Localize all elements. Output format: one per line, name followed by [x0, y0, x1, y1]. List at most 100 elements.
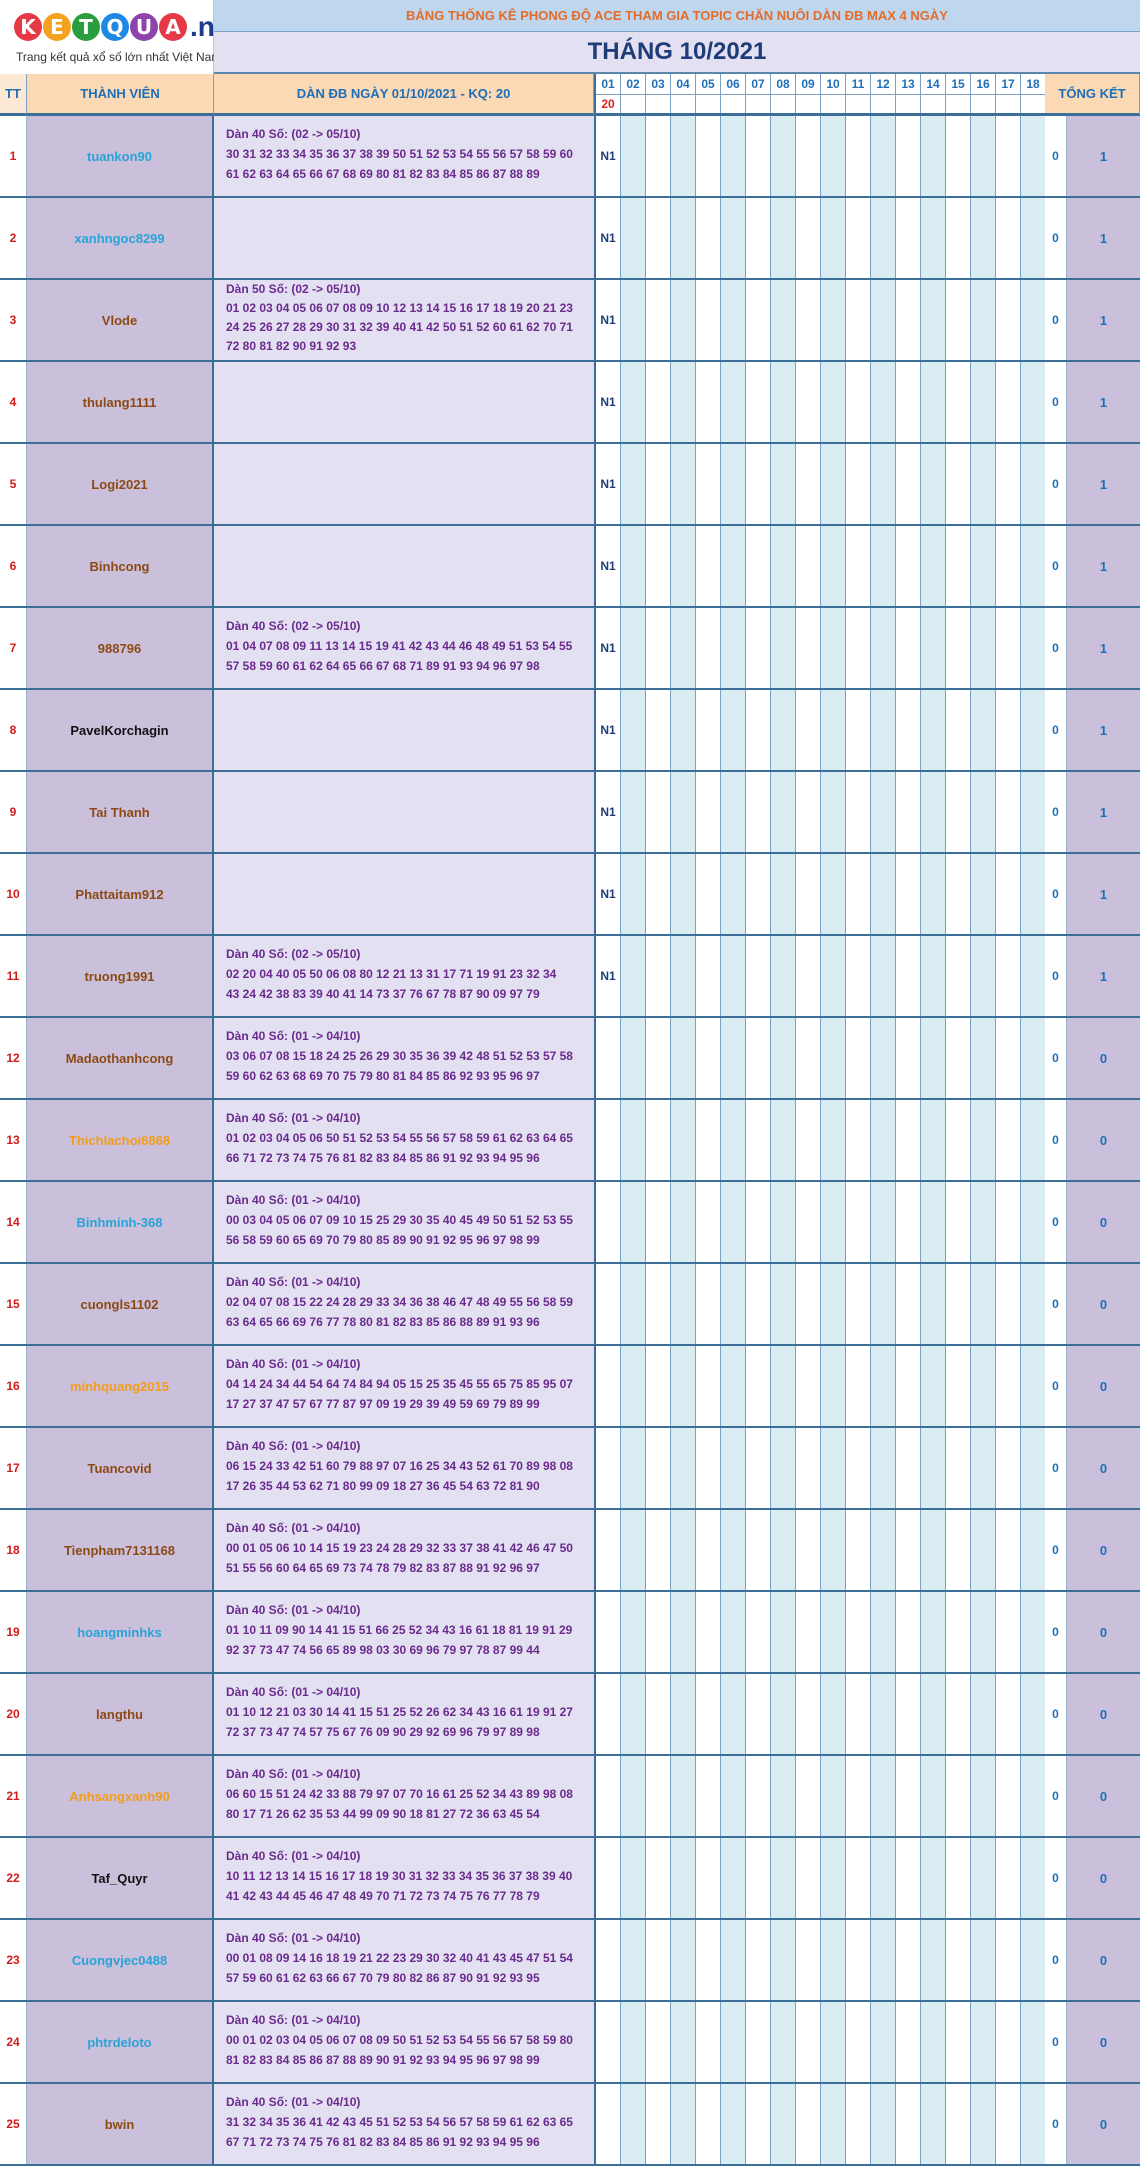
- day-cell-13: [896, 2002, 921, 2082]
- day-cell-15: [946, 2084, 971, 2164]
- day-cell-02: [621, 198, 646, 278]
- day-cell-12: [871, 280, 896, 360]
- day-cell-02: [621, 1920, 646, 2000]
- day-cell-08: [771, 1756, 796, 1836]
- member-name[interactable]: thulang1111: [27, 362, 214, 442]
- member-name[interactable]: Phattaitam912: [27, 854, 214, 934]
- row-number: 19: [0, 1592, 27, 1672]
- table-row: 4 thulang1111 N1 0 1: [0, 362, 1140, 444]
- member-name[interactable]: Tienpham7131168: [27, 1510, 214, 1590]
- dan-cell: Dàn 40 Số: (01 -> 04/10) 00 01 02 03 04 0…: [214, 2002, 594, 2082]
- member-name[interactable]: truong1991: [27, 936, 214, 1016]
- row-number: 15: [0, 1264, 27, 1344]
- day-cell-18: [1021, 2084, 1046, 2164]
- dan-line: Dàn 40 Số: (02 -> 05/10): [226, 619, 361, 633]
- day-header-11: 11: [846, 74, 871, 95]
- day-header-17: 17: [996, 74, 1021, 95]
- member-name[interactable]: bwin: [27, 2084, 214, 2164]
- day-cells: N1: [594, 280, 1046, 360]
- day-cell-15: [946, 1756, 971, 1836]
- member-name[interactable]: Cuongvjec0488: [27, 1920, 214, 2000]
- day-cell-02: [621, 1182, 646, 1262]
- day-cell-06: [721, 362, 746, 442]
- dan-line: 59 60 62 63 68 69 70 75 79 80 81 84 85 8…: [226, 1069, 540, 1083]
- dan-line: 51 55 56 60 64 65 69 73 74 78 79 82 83 8…: [226, 1561, 540, 1575]
- day-result: 20: [596, 95, 621, 113]
- member-name[interactable]: 988796: [27, 608, 214, 688]
- member-name[interactable]: Tuancovid: [27, 1428, 214, 1508]
- dan-line: Dàn 40 Số: (01 -> 04/10): [226, 1767, 361, 1781]
- day-cell-15: [946, 690, 971, 770]
- day-cell-07: [746, 2084, 771, 2164]
- day-cell-02: [621, 1428, 646, 1508]
- member-name[interactable]: Binhcong: [27, 526, 214, 606]
- day-cells: N1: [594, 198, 1046, 278]
- member-name[interactable]: tuankon90: [27, 116, 214, 196]
- day-cell-13: [896, 1756, 921, 1836]
- day-cell-13: [896, 772, 921, 852]
- table-row: 24 phtrdeloto Dàn 40 Số: (01 -> 04/10) 00 0…: [0, 2002, 1140, 2084]
- dan-line: Dàn 40 Số: (01 -> 04/10): [226, 1521, 361, 1535]
- member-name[interactable]: xanhngoc8299: [27, 198, 214, 278]
- day-cell-12: [871, 1346, 896, 1426]
- day-cell-11: [846, 608, 871, 688]
- member-name[interactable]: hoangminhks: [27, 1592, 214, 1672]
- day-cell-09: [796, 1182, 821, 1262]
- logo-letter: K: [14, 13, 42, 41]
- table-row: 15 cuongls1102 Dàn 40 Số: (01 -> 04/10) 02 …: [0, 1264, 1140, 1346]
- day-cell-17: [996, 1756, 1021, 1836]
- day-header-02: 02: [621, 74, 646, 95]
- member-name[interactable]: PavelKorchagin: [27, 690, 214, 770]
- member-name[interactable]: Binhminh-368: [27, 1182, 214, 1262]
- day-cell-08: [771, 362, 796, 442]
- table-row: 7 988796 Dàn 40 Số: (02 -> 05/10) 01 04 07 …: [0, 608, 1140, 690]
- miss-count: 0: [1045, 526, 1067, 606]
- dan-cell: [214, 198, 594, 278]
- total-count: 1: [1067, 362, 1140, 442]
- day-cell-15: [946, 444, 971, 524]
- member-name[interactable]: Tai Thanh: [27, 772, 214, 852]
- day-cell-17: [996, 854, 1021, 934]
- day-cell-05: [696, 1510, 721, 1590]
- dan-cell: Dàn 40 Số: (01 -> 04/10) 00 03 04 05 06 0…: [214, 1182, 594, 1262]
- month-title: THÁNG 10/2021: [214, 32, 1140, 74]
- day-cell-14: [921, 608, 946, 688]
- miss-count: 0: [1045, 280, 1067, 360]
- member-name[interactable]: phtrdeloto: [27, 2002, 214, 2082]
- dan-line: 66 71 72 73 74 75 76 81 82 83 84 85 86 9…: [226, 1151, 540, 1165]
- day-header-16: 16: [971, 74, 996, 95]
- member-name[interactable]: Madaothanhcong: [27, 1018, 214, 1098]
- table-row: 12 Madaothanhcong Dàn 40 Số: (01 -> 04/10)…: [0, 1018, 1140, 1100]
- day-cell-18: [1021, 362, 1046, 442]
- day-cells: [594, 2002, 1046, 2082]
- day-cell-11: [846, 280, 871, 360]
- member-name[interactable]: Logi2021: [27, 444, 214, 524]
- day-cell-03: [646, 2002, 671, 2082]
- member-name[interactable]: minhquang2015: [27, 1346, 214, 1426]
- day-cell-07: [746, 1182, 771, 1262]
- day-header-10: 10: [821, 74, 846, 95]
- total-count: 1: [1067, 198, 1140, 278]
- total-count: 0: [1067, 1018, 1140, 1098]
- row-number: 12: [0, 1018, 27, 1098]
- total-count: 0: [1067, 2084, 1140, 2164]
- day-cell-03: [646, 1674, 671, 1754]
- day-cell-09: [796, 690, 821, 770]
- member-name[interactable]: Taf_Quyr: [27, 1838, 214, 1918]
- member-name[interactable]: Vlode: [27, 280, 214, 360]
- day-cell-16: [971, 526, 996, 606]
- member-name[interactable]: Anhsangxanh90: [27, 1756, 214, 1836]
- day-cell-13: [896, 280, 921, 360]
- miss-count: 0: [1045, 1182, 1067, 1262]
- member-name[interactable]: Thichlachoi6868: [27, 1100, 214, 1180]
- member-name[interactable]: langthu: [27, 1674, 214, 1754]
- day-result-empty: [671, 95, 696, 113]
- dan-cell: [214, 854, 594, 934]
- member-name[interactable]: cuongls1102: [27, 1264, 214, 1344]
- dan-cell: Dàn 40 Số: (01 -> 04/10) 06 15 24 33 42 5…: [214, 1428, 594, 1508]
- day-cell-10: [821, 936, 846, 1016]
- day-cell-18: [1021, 1100, 1046, 1180]
- day-cell-06: [721, 1182, 746, 1262]
- day-cell-16: [971, 2002, 996, 2082]
